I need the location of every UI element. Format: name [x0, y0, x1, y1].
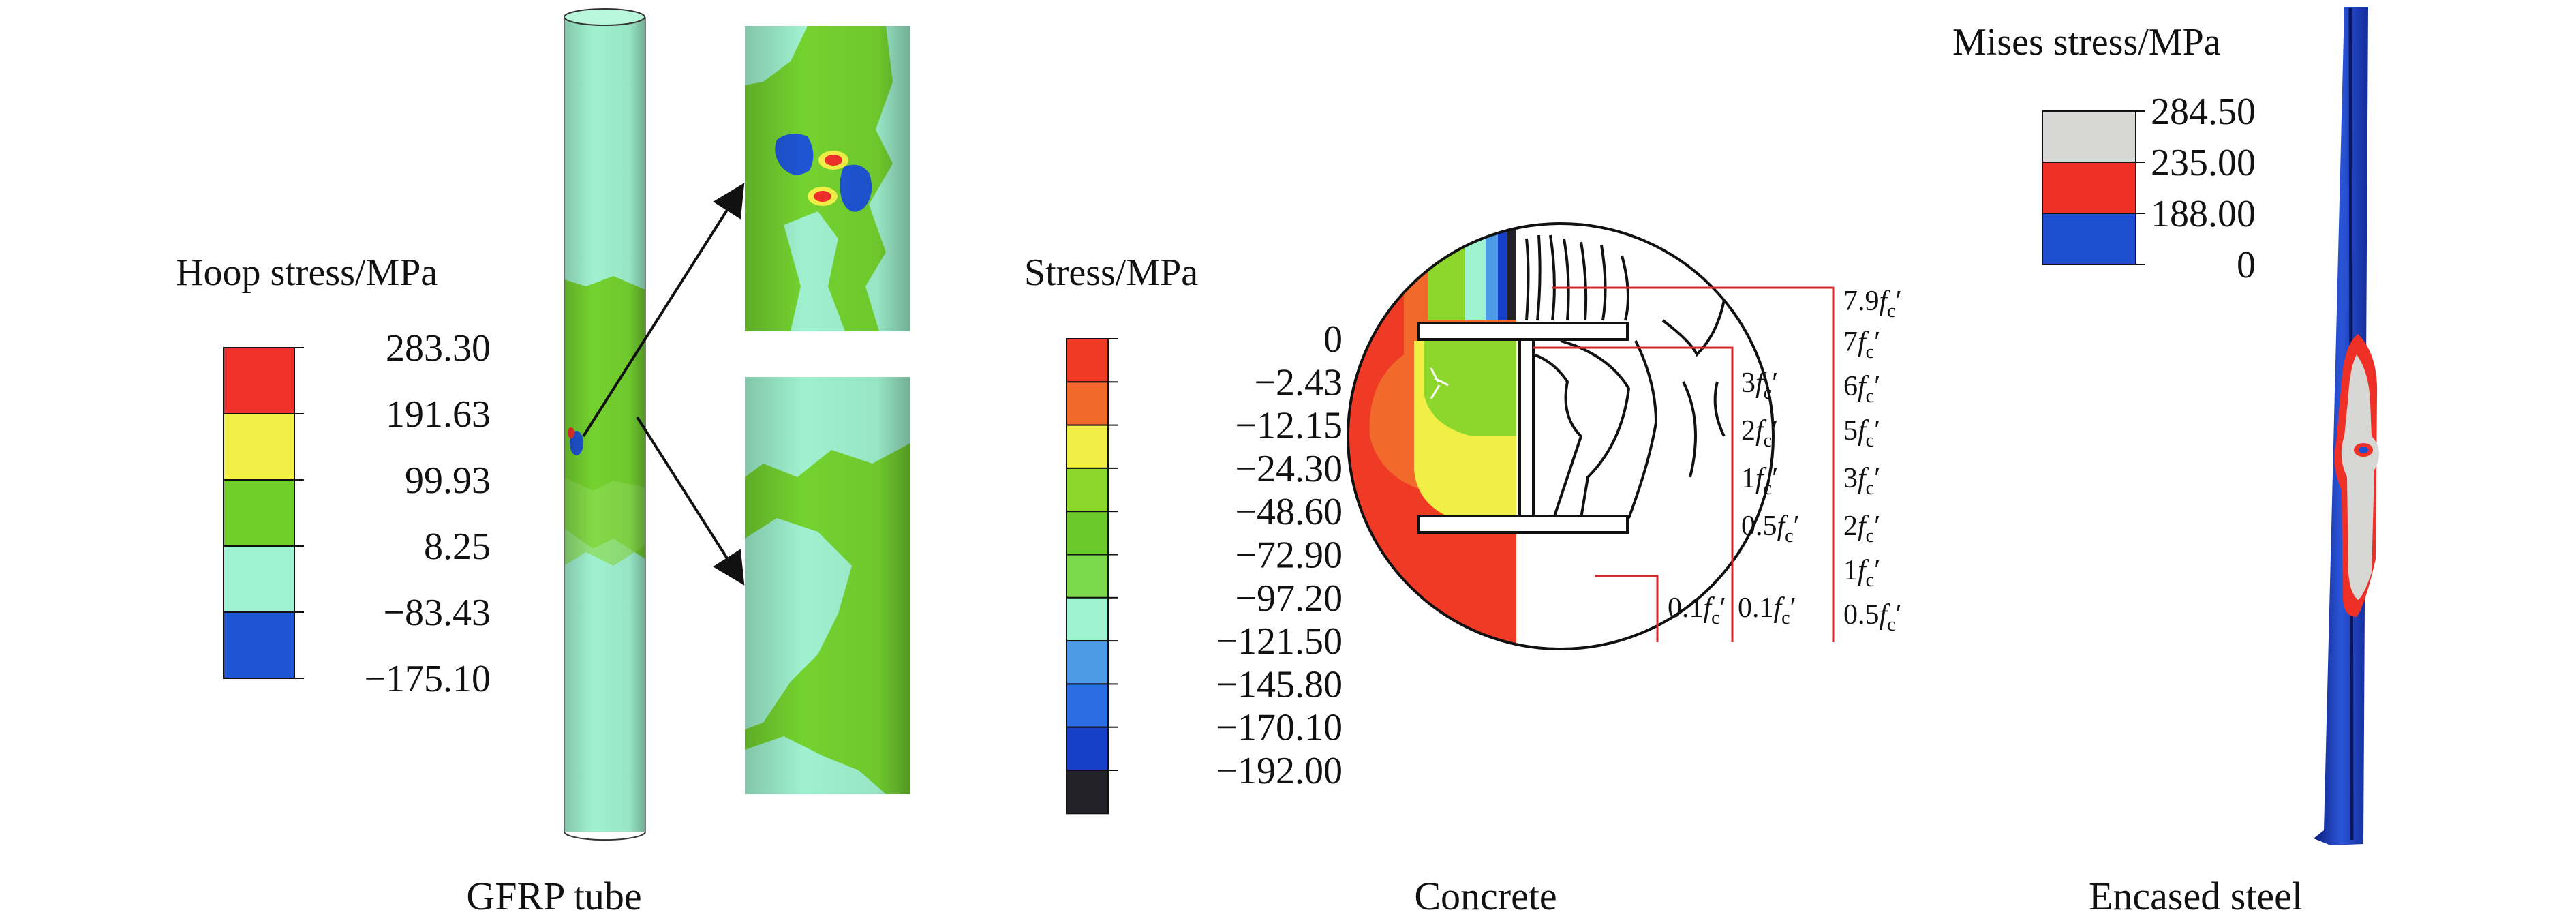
caption-gfrp-tube: GFRP tube [466, 874, 641, 918]
concrete-fc-labels: 3fc′ 2fc′ 1fc′ 0.5fc′ 0.1fc′ 0.1fc′ 7.9fc′ 7fc′… [1668, 286, 1902, 635]
concrete-outline [1347, 222, 1775, 650]
steel-hot-spot-core [2359, 447, 2368, 453]
tube-bottom-rim [564, 831, 646, 841]
concrete_legend-swatch [1066, 683, 1109, 728]
concrete-top-black [1507, 224, 1516, 320]
concrete_legend-value: −97.20 [1235, 577, 1343, 620]
concrete-green-region [1414, 341, 1516, 436]
concrete_legend-value: 0 [1323, 318, 1343, 361]
concrete_legend-value: −48.60 [1235, 491, 1343, 533]
arrow-to-bottom-detail [636, 416, 745, 586]
concrete-color-cracks-b [1359, 333, 1365, 355]
fc-label-inner-left: 0.1fc′ [1668, 592, 1726, 629]
fc-label-outer: 6fc′ [1843, 371, 1880, 407]
hoop-legend-swatches [223, 347, 304, 679]
mises_legend-swatch [2042, 213, 2136, 265]
fc-label-inner-left: 3fc′ [1741, 367, 1778, 404]
concrete_legend-swatch [1066, 338, 1109, 383]
concrete-crack-lines [1525, 234, 1726, 519]
fc-label-outer: 7.9fc′ [1843, 286, 1902, 322]
concrete_legend-swatch [1066, 726, 1109, 771]
tube-detail-top [745, 26, 910, 331]
concrete-top-darkblue [1498, 224, 1507, 320]
fc-label-inner-left: 2fc′ [1741, 415, 1778, 451]
concrete_legend-value: −12.15 [1235, 405, 1343, 447]
hoop_legend-value: 283.30 [386, 327, 491, 369]
concrete_legend-value: −24.30 [1235, 448, 1343, 490]
mises_legend-swatch [2042, 110, 2136, 163]
concrete-legend-values: 0−2.43−12.15−24.30−48.60−72.90−97.20−121… [1216, 318, 1343, 792]
mises-legend-values: 284.50 235.00 188.00 0 [2151, 91, 2256, 286]
concrete_legend-swatch [1066, 424, 1109, 469]
hoop_legend-swatch [223, 479, 295, 547]
fc-label-outer: 3fc′ [1843, 463, 1880, 499]
mises_legend-value: 188.00 [2151, 193, 2256, 235]
concrete_legend-swatch [1066, 596, 1109, 642]
mises_legend-swatch [2042, 162, 2136, 214]
fc-label-inner-right: 0.1fc′ [1738, 592, 1796, 629]
concrete_legend-value: −2.43 [1254, 361, 1343, 404]
hoop_legend-value: −175.10 [364, 658, 491, 700]
hoop-legend-title: Hoop stress/MPa [176, 252, 438, 294]
concrete_legend-swatch [1066, 554, 1109, 599]
tube-detail-bottom [745, 377, 910, 794]
mises_legend-value: 235.00 [2151, 142, 2256, 184]
hoop-legend-values: 283.30 191.63 99.93 8.25 −83.43 −175.10 [364, 327, 491, 700]
hoop_legend-swatch [223, 611, 295, 679]
zoom-arrows [582, 183, 745, 586]
concrete_legend-swatch [1066, 381, 1109, 426]
hoop_legend-swatch [223, 545, 295, 613]
concrete_legend-value: −145.80 [1216, 663, 1343, 706]
fc-label-outer: 0.5fc′ [1843, 599, 1902, 635]
concrete-leader-lines [1533, 286, 1835, 642]
fc-label-inner-left: 1fc′ [1741, 463, 1778, 499]
concrete-legend-title: Stress/MPa [1024, 252, 1198, 294]
concrete_legend-value: −72.90 [1235, 534, 1343, 577]
hoop_legend-swatch [223, 413, 295, 481]
concrete-top-blue [1486, 224, 1498, 320]
concrete_legend-value: −192.00 [1216, 750, 1343, 792]
fc-label-outer: 1fc′ [1843, 555, 1880, 591]
mises_legend-value: 284.50 [2151, 91, 2256, 133]
concrete_legend-swatch [1066, 467, 1109, 513]
caption-concrete: Concrete [1414, 874, 1557, 918]
steel-i-section [1417, 322, 1629, 534]
caption-encased-steel: Encased steel [2089, 874, 2303, 918]
mises-stress-legend: Mises stress/MPa 284.50 235.00 188.00 0 [1952, 21, 2256, 286]
concrete_legend-swatch [1066, 640, 1109, 685]
steel-gray-zone [2341, 354, 2380, 600]
hoop_legend-swatch [223, 347, 295, 414]
i-section-top-flange [1417, 322, 1629, 341]
gfrp-tube [564, 8, 646, 841]
concrete-stress-legend: Stress/MPa 0−2.43−12.15−24.30−48.60−72.9… [1024, 252, 1343, 815]
fc-label-inner-left: 0.5fc′ [1741, 511, 1800, 547]
concrete_legend-value: −170.10 [1216, 707, 1343, 749]
tube-shading [564, 17, 645, 832]
i-section-bottom-flange [1417, 515, 1629, 534]
mises-legend-swatches [2042, 110, 2145, 265]
concrete-section: 3fc′ 2fc′ 1fc′ 0.5fc′ 0.1fc′ 0.1fc′ 7.9fc′ 7fc′… [1347, 222, 1902, 650]
tube-top-rim [564, 8, 645, 26]
concrete_legend-swatch [1066, 770, 1109, 815]
fc-label-outer: 7fc′ [1843, 327, 1880, 363]
encased-steel [2314, 7, 2380, 845]
mises_legend-value: 0 [2237, 244, 2256, 286]
concrete-legend-swatches [1066, 338, 1118, 815]
concrete_legend-swatch [1066, 511, 1109, 556]
hoop_legend-value: 191.63 [386, 393, 491, 436]
mises-legend-title: Mises stress/MPa [1952, 21, 2221, 63]
fc-label-outer: 5fc′ [1843, 415, 1880, 451]
fc-label-outer: 2fc′ [1843, 511, 1880, 547]
i-section-web [1518, 338, 1535, 517]
detail-bottom-shade [745, 377, 910, 794]
concrete_legend-value: −121.50 [1216, 620, 1343, 663]
hoop-stress-legend: Hoop stress/MPa 283.30 191.63 99.93 8.25 −83… [176, 252, 491, 700]
hoop_legend-value: −83.43 [383, 592, 491, 634]
hoop_legend-value: 99.93 [405, 459, 491, 502]
hoop_legend-value: 8.25 [424, 526, 491, 568]
concrete-color-cracks [1430, 367, 1449, 399]
arrow-to-top-detail [582, 183, 745, 438]
detail-top-shade [745, 26, 910, 331]
